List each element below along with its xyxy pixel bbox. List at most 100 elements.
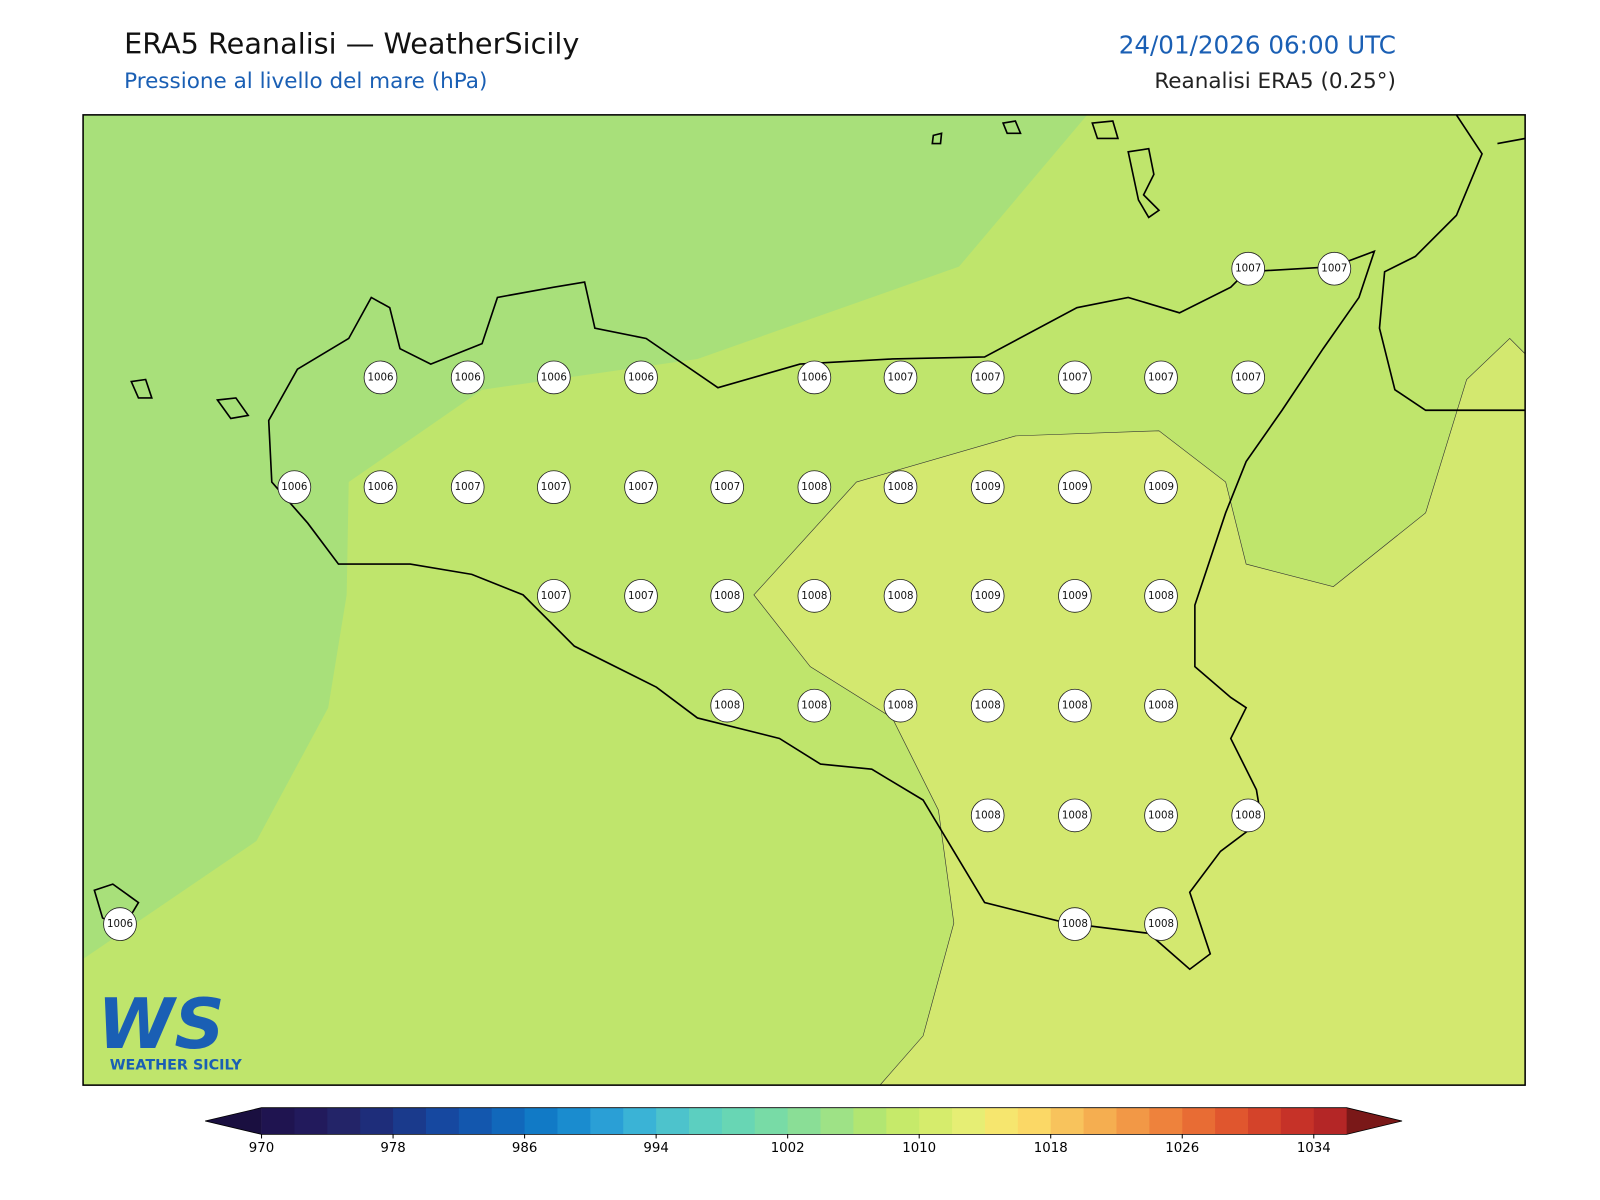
station: 1008 (797, 688, 832, 723)
station-marker (797, 360, 832, 395)
colorbar-bin (1083, 1107, 1118, 1135)
station-marker (797, 470, 832, 504)
station-value: 1009 (1062, 590, 1088, 602)
colorbar-bin (820, 1107, 854, 1135)
station-marker (797, 688, 832, 723)
station-marker (624, 470, 658, 504)
colorbar-bin (1017, 1107, 1052, 1135)
station-marker (710, 579, 744, 613)
station: 1008 (1144, 579, 1178, 613)
logo: WS WEATHER SICILY (97, 984, 242, 1074)
station-value: 1007 (628, 590, 654, 602)
station-marker (363, 360, 398, 395)
station-marker (537, 579, 571, 613)
station: 1008 (710, 688, 744, 723)
station: 1007 (1231, 360, 1266, 395)
station-marker (710, 470, 744, 504)
station-value: 1008 (714, 700, 740, 712)
station: 1007 (1144, 360, 1178, 395)
station-value: 1009 (1062, 481, 1088, 493)
colorbar-bin (1280, 1107, 1315, 1135)
station-marker (1144, 360, 1178, 395)
station: 1009 (1144, 470, 1178, 504)
station: 1008 (797, 470, 832, 504)
station-marker (1144, 907, 1178, 941)
station: 1008 (883, 688, 918, 723)
station: 1007 (624, 579, 658, 613)
station: 1008 (710, 579, 744, 613)
station: 1008 (1144, 798, 1178, 833)
station-marker (883, 360, 918, 395)
station: 1006 (797, 360, 832, 395)
station-value: 1006 (801, 371, 827, 383)
station: 1009 (970, 579, 1005, 613)
station-value: 1007 (1062, 371, 1088, 383)
station-marker (883, 579, 918, 613)
station-value: 1008 (1148, 918, 1174, 930)
station-marker (1317, 251, 1352, 286)
colorbar-bin (1182, 1107, 1216, 1135)
station: 1007 (1058, 360, 1092, 395)
colorbar-over (1346, 1107, 1403, 1135)
colorbar-tick-label: 1002 (771, 1141, 805, 1156)
station: 1008 (970, 798, 1005, 833)
station: 1008 (1231, 798, 1266, 833)
colorbar-tick-label: 1010 (902, 1141, 936, 1156)
station-marker (1058, 688, 1092, 723)
station: 1007 (450, 470, 485, 504)
station-marker (1058, 798, 1092, 833)
station-value: 1006 (541, 371, 567, 383)
station-marker (624, 579, 658, 613)
station: 1008 (1058, 798, 1092, 833)
coastline (93, 114, 1526, 971)
station-marker (277, 470, 312, 504)
station-marker (1058, 907, 1092, 941)
station-marker (1058, 579, 1092, 613)
station-marker (537, 360, 571, 395)
station: 1007 (537, 579, 571, 613)
map-frame (82, 114, 1526, 1086)
station-value: 1007 (541, 481, 567, 493)
station-marker (970, 360, 1005, 395)
station: 1007 (537, 470, 571, 504)
station-value: 1008 (801, 700, 827, 712)
station: 1007 (624, 470, 658, 504)
station-value: 1006 (367, 481, 393, 493)
field-low (83, 114, 1088, 959)
date: 24/01/2026 06:00 UTC (1119, 30, 1396, 59)
station-value: 1007 (628, 481, 654, 493)
colorbar-bin (952, 1107, 986, 1135)
station: 1006 (363, 470, 398, 504)
station-marker (1058, 470, 1092, 504)
station-marker (450, 470, 485, 504)
station: 1006 (450, 360, 485, 395)
colorbar-bin (524, 1107, 558, 1135)
colorbar-bin (886, 1107, 920, 1135)
colorbar-bin (1248, 1107, 1282, 1135)
colorbar: 970 978 986 994 1002 1010 1018 1026 1034 (205, 1107, 1403, 1156)
station-marker (1058, 360, 1092, 395)
station-value: 1009 (975, 590, 1001, 602)
colorbar-tick-label: 1026 (1165, 1141, 1199, 1156)
station-value: 1008 (1235, 809, 1261, 821)
station-marker (624, 360, 658, 395)
station-marker (970, 579, 1005, 613)
colorbar-bin (491, 1107, 526, 1135)
station-value: 1008 (887, 590, 913, 602)
station: 1008 (970, 688, 1005, 723)
station: 1006 (363, 360, 398, 395)
station: 1009 (1058, 470, 1092, 504)
colorbar-bin (1149, 1107, 1183, 1135)
station-value: 1006 (455, 371, 481, 383)
colorbar-bin (557, 1107, 591, 1135)
colorbar-bin (393, 1107, 427, 1135)
station-marker (363, 470, 398, 504)
subtitle: Pressione al livello del mare (hPa) (124, 69, 487, 94)
station-value: 1008 (1062, 700, 1088, 712)
colorbar-tick-label: 1034 (1297, 1141, 1331, 1156)
station-value: 1007 (975, 371, 1001, 383)
station-marker (1144, 688, 1178, 723)
station-value: 1006 (107, 918, 133, 930)
map-area (83, 114, 1526, 1086)
